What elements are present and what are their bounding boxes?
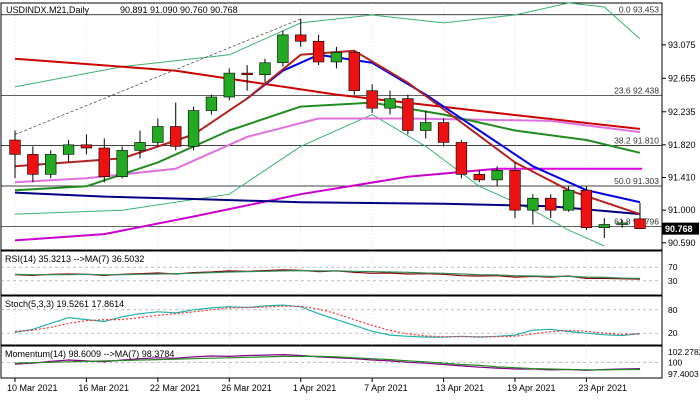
x-tick-label-1: 16 Mar 2021 <box>78 383 129 393</box>
indicator-line-0-1 <box>14 269 641 279</box>
ohlc-header: 90.891 91.090 90.760 90.768 <box>120 5 238 15</box>
symbol-header: USDINDX.M21,Daily <box>6 5 90 15</box>
main-panel-frame <box>0 2 663 251</box>
candle-body-2 <box>45 154 57 175</box>
y-tick-label-4: 91.410 <box>668 172 696 182</box>
moving-average-0 <box>14 57 641 130</box>
candle-body-20 <box>366 90 378 109</box>
indicator-tick-2-1: 100 <box>668 357 682 367</box>
x-tick-label-6: 13 Apr 2021 <box>436 383 485 393</box>
bollinger-band-1 <box>14 113 605 247</box>
x-tick-label-3: 26 Mar 2021 <box>221 383 272 393</box>
trend-line <box>14 18 301 135</box>
candle-body-35 <box>634 218 646 229</box>
candle-body-21 <box>384 98 396 109</box>
indicator-line-1-1 <box>14 305 641 338</box>
indicator-tick-0-1: 30 <box>668 276 678 286</box>
indicator-label-0: RSI(14) 35.3213 -->MA(7) 36.5032 <box>5 254 144 264</box>
current-price-label: 90.768 <box>665 224 693 234</box>
indicator-tick-1-0: 80 <box>668 305 678 315</box>
bollinger-band-0 <box>14 2 641 88</box>
candle-body-8 <box>152 126 164 143</box>
fib-label-1: 23.6 92.438 <box>614 86 659 96</box>
candle-body-6 <box>116 150 128 177</box>
x-tick-label-8: 23 Apr 2021 <box>578 383 627 393</box>
candle-body-19 <box>348 52 360 91</box>
indicator-tick-2-0: 102.2782 <box>668 347 700 357</box>
fib-label-3: 50.0 91.303 <box>614 176 659 186</box>
candle-body-30 <box>545 197 557 211</box>
indicator-panel-frame-0 <box>0 250 663 296</box>
candle-body-26 <box>473 174 485 181</box>
current-price-tag <box>662 222 699 235</box>
candle-body-7 <box>134 142 146 151</box>
indicator-tick-2-2: 97.4003 <box>668 369 699 379</box>
x-tick-label-4: 1 Apr 2021 <box>293 383 337 393</box>
candle-body-11 <box>205 96 218 111</box>
candle-body-16 <box>295 34 307 42</box>
x-tick-label-2: 22 Mar 2021 <box>150 383 201 393</box>
fib-label-0: 0.0 93.453 <box>619 5 659 15</box>
candle-body-12 <box>223 72 235 98</box>
candle-body-14 <box>259 62 271 76</box>
candle-body-25 <box>455 142 468 175</box>
y-tick-label-2: 92.235 <box>668 107 696 117</box>
candle-body-0 <box>9 139 21 155</box>
y-tick-label-3: 91.820 <box>668 140 696 150</box>
moving-average-5 <box>246 53 641 204</box>
x-tick-label-5: 7 Apr 2021 <box>364 383 408 393</box>
candle-body-9 <box>170 126 182 147</box>
candle-body-3 <box>62 144 75 155</box>
candle-body-32 <box>580 189 593 228</box>
moving-average-6 <box>14 49 641 216</box>
y-tick-label-0: 93.075 <box>668 40 696 50</box>
candle-body-31 <box>562 189 575 211</box>
candle-body-17 <box>312 40 325 63</box>
candle-body-4 <box>80 144 93 149</box>
candle-body-23 <box>420 122 432 131</box>
indicator-tick-0-0: 70 <box>668 262 678 272</box>
x-tick-label-0: 10 Mar 2021 <box>7 383 58 393</box>
candle-body-33 <box>598 224 610 228</box>
candle-body-13 <box>241 72 253 76</box>
moving-average-2 <box>14 167 498 242</box>
candle-body-34 <box>616 222 628 225</box>
candle-body-15 <box>277 34 289 64</box>
indicator-label-2: Momentum(14) 98.6009 -->MA(7) 98.3784 <box>5 349 174 359</box>
candle-body-10 <box>187 110 200 147</box>
candle-body-28 <box>509 170 521 211</box>
fib-label-2: 38.2 91.810 <box>614 136 659 146</box>
indicator-label-1: Stoch(5,3,3) 19.5261 17.8614 <box>5 299 124 309</box>
candle-body-24 <box>437 122 450 143</box>
candle-body-5 <box>98 147 110 177</box>
x-tick-label-7: 19 Apr 2021 <box>507 383 556 393</box>
moving-average-4 <box>14 101 641 192</box>
indicator-panel-frame-1 <box>0 295 663 346</box>
y-tick-label-6: 90.590 <box>668 238 696 248</box>
indicator-tick-1-1: 20 <box>668 328 678 338</box>
candle-body-1 <box>27 154 39 175</box>
y-tick-label-1: 92.655 <box>668 73 696 83</box>
indicator-line-2-1 <box>14 355 640 371</box>
candle-body-18 <box>330 52 343 63</box>
candle-body-27 <box>491 170 503 181</box>
candle-body-22 <box>402 98 414 131</box>
y-tick-label-5: 91.000 <box>668 205 696 215</box>
candle-body-29 <box>527 197 539 211</box>
indicator-line-1-0 <box>14 304 641 338</box>
